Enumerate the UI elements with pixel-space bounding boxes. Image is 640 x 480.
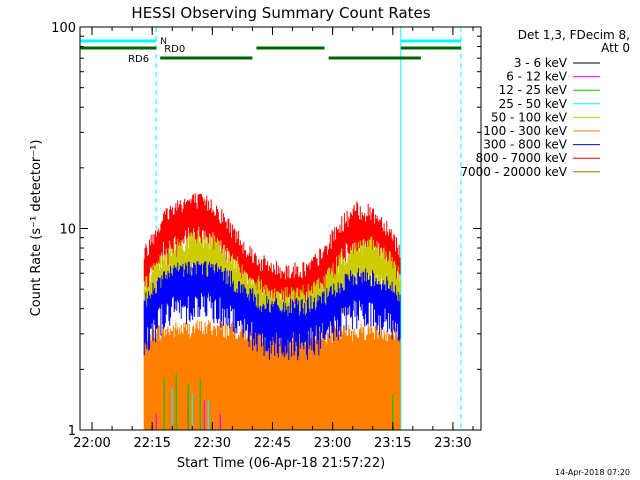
- legend-label: 3 - 6 keV: [514, 56, 568, 70]
- legend-label: 800 - 7000 keV: [476, 151, 568, 165]
- x-tick-label: 23:00: [314, 436, 351, 451]
- series-trace: [143, 261, 401, 361]
- legend-label: 6 - 12 keV: [506, 70, 568, 84]
- legend-header-line-2: Att 0: [601, 41, 630, 55]
- y-axis-label: Count Rate (s⁻¹ detector⁻¹): [29, 140, 44, 317]
- legend-label: 50 - 100 keV: [491, 110, 568, 124]
- x-tick-label: 22:30: [194, 436, 231, 451]
- series-25-50keV: [171, 388, 209, 430]
- state-label-n: N: [160, 37, 167, 47]
- x-tick-label: 23:30: [434, 436, 471, 451]
- chart-title: HESSI Observing Summary Count Rates: [131, 4, 430, 22]
- legend-label: 300 - 800 keV: [483, 138, 567, 152]
- state-label-rd0: RD0: [164, 44, 185, 55]
- legend-header-line-1: Det 1,3, FDecim 8,: [518, 28, 630, 42]
- x-tick-label: 22:45: [254, 436, 291, 451]
- x-tick-label: 22:15: [133, 436, 170, 451]
- x-tick-label: 22:00: [73, 436, 110, 451]
- y-tick-label: 10: [59, 223, 76, 238]
- legend-label: 12 - 25 keV: [499, 83, 568, 97]
- series-12-25keV: [163, 373, 394, 430]
- legend-label: 7000 - 20000 keV: [460, 165, 567, 179]
- x-axis-label: Start Time (06-Apr-18 21:57:22): [177, 456, 385, 471]
- legend-label: 25 - 50 keV: [499, 97, 568, 111]
- series-800-7000keV: [143, 193, 401, 325]
- footer-date: 14-Apr-2018 07:20: [555, 468, 630, 477]
- y-tick-label: 1: [68, 424, 76, 439]
- y-tick-label: 100: [51, 21, 76, 36]
- state-label-rd6: RD6: [128, 54, 149, 65]
- series-trace: [143, 193, 401, 325]
- x-tick-label: 23:15: [374, 436, 411, 451]
- legend-label: 100 - 300 keV: [483, 124, 567, 138]
- series-300-800keV: [143, 261, 401, 361]
